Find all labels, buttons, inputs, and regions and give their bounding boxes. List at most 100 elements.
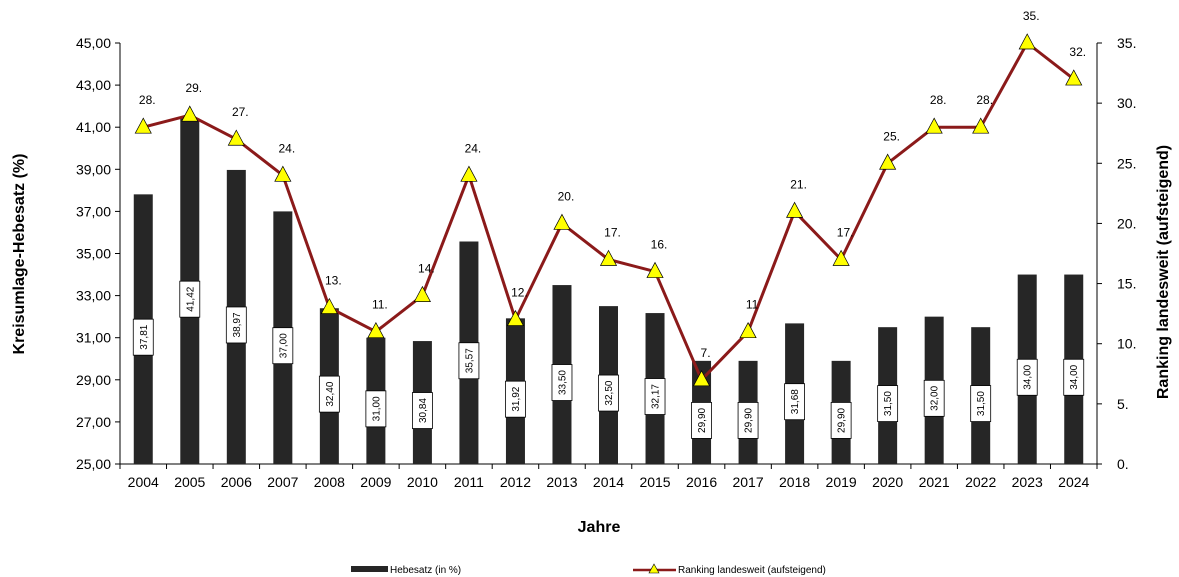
bar-data-label: 37,00 — [278, 333, 289, 358]
x-tick-label: 2011 — [454, 474, 484, 490]
x-tick-label: 2009 — [360, 474, 391, 490]
ranking-marker — [413, 285, 431, 302]
bar-data-label-box — [598, 374, 619, 412]
y-right-tick-label: 25. — [1117, 155, 1136, 171]
bar-data-label: 32,50 — [604, 380, 615, 405]
bar-data-label: 33,50 — [557, 370, 568, 395]
x-tick-label: 2012 — [500, 474, 531, 490]
bar-data-label-box — [1016, 358, 1038, 396]
bar-data-label-box — [412, 392, 433, 429]
ranking-data-label: 11 — [746, 298, 759, 312]
ranking-marker — [227, 129, 245, 146]
bar-data-label-box — [272, 327, 294, 365]
ranking-data-label: 32. — [1069, 45, 1086, 59]
x-tick-label: 2015 — [639, 474, 670, 490]
bar-data-label-box — [1063, 358, 1085, 396]
ranking-data-label: 14. — [418, 262, 435, 276]
bar-data-label: 35,57 — [464, 348, 475, 373]
bar-data-label: 38,97 — [232, 312, 243, 337]
y-left-tick-label: 29,00 — [76, 372, 111, 388]
x-tick-label: 2017 — [732, 474, 763, 490]
bar-data-label: 31,00 — [371, 396, 382, 421]
bar-data-label-box — [691, 402, 712, 439]
bar-data-label-box — [505, 380, 526, 418]
ranking-marker — [320, 297, 338, 314]
x-tick-label: 2021 — [919, 474, 950, 490]
bar-data-label: 32,00 — [930, 385, 941, 410]
legend-marker-swatch — [648, 563, 660, 574]
ranking-data-label: 7. — [701, 346, 711, 360]
x-tick-label: 2014 — [593, 474, 624, 490]
bar-data-label-box — [737, 402, 759, 439]
ranking-marker — [599, 249, 618, 266]
x-tick-label: 2008 — [314, 474, 345, 490]
ranking-marker — [181, 105, 199, 122]
y-right-tick-label: 35. — [1117, 35, 1136, 51]
ranking-data-label: 28. — [976, 93, 993, 107]
bar-data-label: 29,90 — [697, 407, 708, 432]
x-tick-label: 2022 — [965, 474, 996, 490]
y-right-tick-label: 0. — [1117, 456, 1129, 472]
ranking-marker — [739, 321, 757, 339]
bar-data-label-box — [644, 378, 666, 415]
ranking-marker — [879, 153, 897, 170]
x-tick-label: 2013 — [546, 474, 577, 490]
ranking-data-label: 28. — [139, 93, 156, 107]
ranking-data-label: 35. — [1023, 9, 1040, 23]
ranking-marker — [506, 309, 525, 327]
y-right-tick-label: 5. — [1117, 396, 1129, 412]
bar-data-label: 32,17 — [651, 384, 662, 409]
x-tick-label: 2007 — [267, 474, 298, 490]
line-series: 28. 29. 27. 24. 13. 11. 14. 24. 12. 20. 17. 16. 7. 11… — [134, 9, 1086, 387]
bar-data-label: 29,90 — [837, 407, 848, 432]
bar-data-label-box — [458, 342, 480, 380]
bar-data-label: 31,68 — [790, 389, 801, 414]
legend: Hebesatz (in %) Ranking landesweit (aufs… — [351, 563, 826, 576]
legend-line-label: Ranking landesweit (aufsteigend) — [678, 565, 826, 576]
bar-data-label: 37,81 — [139, 324, 150, 349]
bar-data-label-box — [784, 383, 805, 421]
legend-bar-label: Hebesatz (in %) — [390, 565, 461, 576]
ranking-marker — [1065, 69, 1083, 86]
ranking-data-label: 27. — [232, 105, 249, 119]
bar-data-label-box — [132, 318, 154, 356]
x-tick-label: 2019 — [826, 474, 857, 490]
bar-data-label-box — [179, 280, 201, 318]
bar-data-label: 31,50 — [883, 391, 894, 416]
ranking-marker — [972, 117, 990, 134]
bar-series: 37,81 41,42 38,97 37,00 32,40 31,00 30,84 35,57… — [132, 118, 1085, 465]
axes: 25,00 27,00 29,00 31,00 33,00 35,00 37,00 39,00… — [76, 35, 1137, 490]
bar-data-label: 30,84 — [418, 398, 429, 423]
ranking-data-label: 17. — [837, 226, 854, 240]
x-tick-label: 2023 — [1012, 474, 1043, 490]
ranking-data-label: 16. — [651, 238, 668, 252]
ranking-data-label: 12. — [511, 286, 528, 300]
bar-data-label-box — [970, 385, 992, 422]
y-right-tick-label: 15. — [1117, 276, 1136, 292]
x-axis-label: Jahre — [578, 519, 621, 536]
x-tick-label: 2016 — [686, 474, 717, 490]
ranking-marker — [1018, 33, 1036, 50]
ranking-marker — [832, 249, 850, 266]
x-tick-label: 2006 — [221, 474, 252, 490]
ranking-data-label: 20. — [558, 189, 575, 203]
ranking-marker — [925, 117, 943, 134]
ranking-marker — [460, 165, 478, 182]
legend-bar-swatch — [351, 566, 388, 572]
y-left-tick-label: 25,00 — [76, 456, 111, 472]
y-axis-left-label: Kreisumlage-Hebesatz (%) — [11, 154, 28, 355]
ranking-data-label: 17. — [604, 226, 621, 240]
bar-data-label-box — [551, 364, 573, 401]
y-right-tick-label: 10. — [1117, 336, 1136, 352]
bar-data-label: 32,40 — [325, 381, 336, 406]
y-axis-right-label: Ranking landesweit (aufsteigend) — [1155, 145, 1172, 399]
bar-data-label: 31,92 — [511, 386, 522, 411]
ranking-marker — [134, 117, 152, 134]
ranking-data-label: 11. — [372, 298, 388, 312]
bar-data-label-box — [225, 306, 247, 344]
y-right-tick-label: 20. — [1117, 215, 1136, 231]
ranking-data-label: 13. — [325, 274, 342, 288]
ranking-data-label: 28. — [930, 93, 947, 107]
ranking-marker — [786, 201, 804, 218]
y-left-tick-label: 45,00 — [76, 35, 111, 51]
